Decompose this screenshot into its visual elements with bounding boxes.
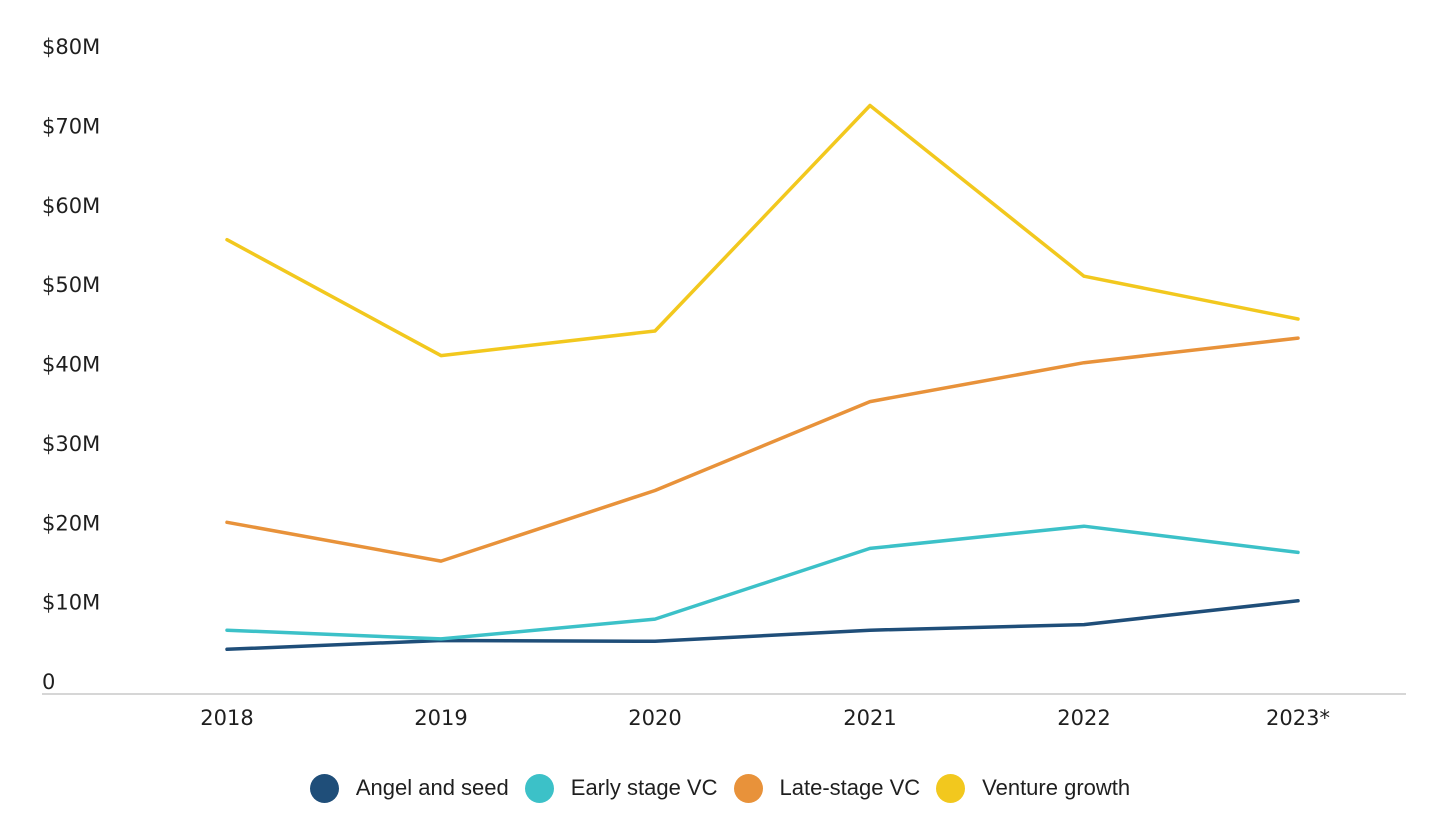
legend-label: Early stage VC bbox=[570, 775, 718, 800]
legend-label: Angel and seed bbox=[355, 775, 509, 800]
x-tick-label: 2023* bbox=[1266, 706, 1330, 730]
x-axis-ticks: 2018 2019 2020 2021 2022 2023* bbox=[200, 706, 1330, 730]
y-tick-label: $70M bbox=[42, 114, 100, 138]
series-line-early-stage-vc bbox=[225, 524, 1300, 641]
y-axis-ticks: 0 $10M $20M $30M $40M $50M $60M $70M $80M bbox=[42, 35, 100, 694]
y-tick-label: $20M bbox=[42, 511, 100, 535]
y-tick-label: $40M bbox=[42, 353, 100, 377]
legend-swatch bbox=[524, 773, 554, 803]
y-tick-label: $80M bbox=[42, 35, 100, 59]
legend-item: Early stage VC bbox=[524, 773, 718, 803]
legend-label: Venture growth bbox=[982, 775, 1131, 800]
x-tick-label: 2022 bbox=[1057, 706, 1110, 730]
x-tick-label: 2021 bbox=[843, 706, 896, 730]
series-line-angel-and-seed bbox=[225, 599, 1300, 652]
y-tick-label: $60M bbox=[42, 194, 100, 218]
series-line-late-stage-vc bbox=[225, 336, 1300, 563]
legend-label: Late-stage VC bbox=[779, 775, 921, 800]
y-tick-label: $50M bbox=[42, 273, 100, 297]
legend-item: Angel and seed bbox=[309, 773, 509, 803]
legend-item: Venture growth bbox=[936, 773, 1131, 803]
x-tick-label: 2018 bbox=[200, 706, 253, 730]
series-lines bbox=[225, 103, 1300, 652]
y-tick-label: $30M bbox=[42, 432, 100, 456]
line-chart: 0$10M$20M$30M$40M$50M$60M$70M$80M 2018 20… bbox=[42, 35, 1406, 730]
y-tick-label: $10M bbox=[42, 591, 100, 615]
x-tick-label: 2019 bbox=[414, 706, 467, 730]
legend-item: Late-stage VC bbox=[733, 773, 921, 803]
chart-legend: Angel and seed Early stage VC Late-stage V… bbox=[0, 768, 1440, 808]
legend-swatch bbox=[936, 773, 966, 803]
y-tick-label: 0 bbox=[42, 670, 55, 694]
x-tick-label: 2020 bbox=[628, 706, 681, 730]
legend-swatch bbox=[309, 773, 339, 803]
series-line-venture-growth bbox=[225, 103, 1300, 358]
legend-swatch bbox=[733, 773, 763, 803]
